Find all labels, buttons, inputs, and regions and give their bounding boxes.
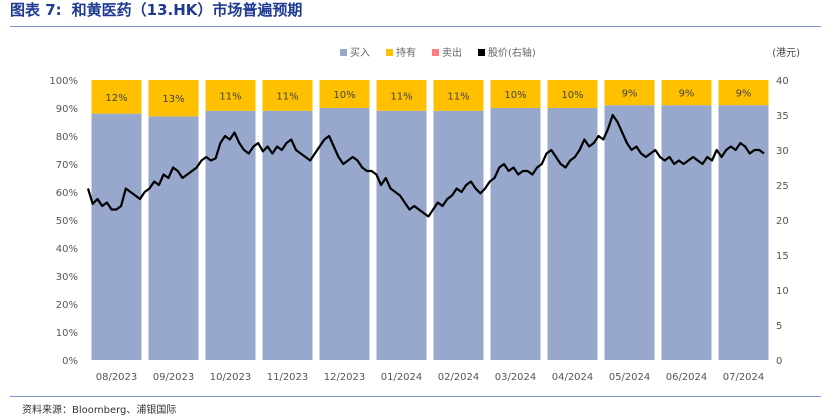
bar-0-7 bbox=[490, 108, 541, 360]
hold-label-5: 11% bbox=[390, 91, 412, 102]
figure-title-text: 和黄医药（13.HK）市场普遍预期 bbox=[71, 1, 303, 19]
bar-1-4 bbox=[319, 80, 370, 108]
hold-label-9: 9% bbox=[622, 89, 638, 100]
left-tick-9: 90% bbox=[56, 104, 78, 115]
hold-label-8: 10% bbox=[561, 90, 583, 101]
source-note: 资料来源：Bloomberg、浦银国际 bbox=[22, 405, 177, 416]
right-tick-8: 40 bbox=[776, 76, 789, 87]
bar-0-4 bbox=[319, 108, 370, 360]
x-tick-2: 10/2023 bbox=[210, 372, 252, 383]
bar-1-1 bbox=[148, 80, 199, 117]
bar-1-5 bbox=[376, 80, 427, 111]
x-tick-8: 04/2024 bbox=[552, 372, 594, 383]
hold-label-6: 11% bbox=[447, 91, 469, 102]
price-line bbox=[86, 113, 765, 218]
x-tick-1: 09/2023 bbox=[153, 372, 195, 383]
right-axis: 0 5 10 15 20 25 30 35 40 bbox=[776, 76, 789, 367]
legend-label-3: 股价(右轴) bbox=[488, 46, 536, 59]
bar-1-2 bbox=[205, 80, 256, 111]
bar-0-1 bbox=[148, 116, 199, 361]
right-tick-0: 0 bbox=[776, 356, 782, 367]
left-axis: 0% 10% 20% 30% 40% 50% 60% 70% 80% 90% 100% bbox=[49, 76, 78, 367]
legend-label-0: 买入 bbox=[350, 47, 370, 59]
hold-label-4: 10% bbox=[333, 90, 355, 101]
x-tick-6: 02/2024 bbox=[438, 372, 480, 383]
x-tick-9: 05/2024 bbox=[609, 372, 651, 383]
left-tick-3: 30% bbox=[56, 272, 78, 283]
x-tick-11: 07/2024 bbox=[723, 372, 765, 383]
x-tick-10: 06/2024 bbox=[666, 372, 708, 383]
right-tick-2: 10 bbox=[776, 286, 789, 297]
bar-0-11 bbox=[718, 105, 769, 360]
hold-label-7: 10% bbox=[504, 90, 526, 101]
left-tick-6: 60% bbox=[56, 188, 78, 199]
x-tick-5: 01/2024 bbox=[381, 372, 423, 383]
hold-label-1: 13% bbox=[162, 94, 184, 105]
left-tick-10: 100% bbox=[49, 76, 78, 87]
bar-1-9 bbox=[604, 80, 655, 106]
legend-label-1: 持有 bbox=[396, 46, 416, 59]
bar-1-10 bbox=[661, 80, 712, 106]
left-tick-4: 40% bbox=[56, 244, 78, 255]
bar-1-8 bbox=[547, 80, 598, 108]
hold-label-10: 9% bbox=[679, 89, 695, 100]
right-tick-1: 5 bbox=[776, 321, 782, 332]
left-tick-1: 10% bbox=[56, 328, 78, 339]
right-axis-unit-label: (港元) bbox=[772, 47, 800, 59]
figure-title: 图表 7: 和黄医药（13.HK）市场普遍预期 bbox=[10, 0, 302, 22]
bar-0-9 bbox=[604, 105, 655, 360]
x-tick-3: 11/2023 bbox=[267, 372, 309, 383]
x-tick-7: 03/2024 bbox=[495, 372, 537, 383]
legend-swatch-2 bbox=[432, 49, 439, 56]
hold-label-2: 11% bbox=[219, 91, 241, 102]
left-tick-2: 20% bbox=[56, 300, 78, 311]
bar-1-11 bbox=[718, 80, 769, 106]
hold-labels-group: 12% 13% 11% 11% 10% 11% 11% 10% 10% 9% 9% 9% bbox=[105, 89, 751, 106]
bar-0-2 bbox=[205, 110, 256, 360]
hold-label-3: 11% bbox=[276, 91, 298, 102]
x-axis: 08/2023 09/2023 10/2023 11/2023 12/2023 01/20… bbox=[96, 372, 765, 383]
right-tick-5: 25 bbox=[776, 181, 789, 192]
x-tick-4: 12/2023 bbox=[324, 372, 366, 383]
x-tick-0: 08/2023 bbox=[96, 372, 138, 383]
legend-swatch-3 bbox=[478, 49, 485, 56]
bar-0-5 bbox=[376, 110, 427, 360]
bottom-divider bbox=[10, 396, 821, 397]
bar-0-10 bbox=[661, 105, 712, 360]
chart-legend: 买入 持有 卖出 股价(右轴) bbox=[340, 46, 536, 59]
bars-group bbox=[91, 80, 769, 361]
bar-0-0 bbox=[91, 113, 142, 360]
legend-swatch-0 bbox=[340, 49, 347, 56]
legend-label-2: 卖出 bbox=[442, 46, 462, 59]
left-tick-5: 50% bbox=[56, 216, 78, 227]
left-tick-0: 0% bbox=[62, 356, 78, 367]
bar-1-0 bbox=[91, 80, 142, 114]
bar-1-6 bbox=[433, 80, 484, 111]
hold-label-11: 9% bbox=[736, 89, 752, 100]
figure-label: 图表 7: bbox=[10, 1, 62, 19]
bar-0-8 bbox=[547, 108, 598, 360]
top-divider bbox=[10, 26, 821, 27]
right-tick-7: 35 bbox=[776, 111, 789, 122]
bar-1-3 bbox=[262, 80, 313, 111]
bar-1-7 bbox=[490, 80, 541, 108]
left-tick-7: 70% bbox=[56, 160, 78, 171]
legend-swatch-1 bbox=[386, 49, 393, 56]
right-tick-4: 20 bbox=[776, 216, 789, 227]
left-tick-8: 80% bbox=[56, 132, 78, 143]
hold-label-0: 12% bbox=[105, 93, 127, 104]
right-tick-6: 30 bbox=[776, 146, 789, 157]
bar-0-6 bbox=[433, 110, 484, 360]
right-tick-3: 15 bbox=[776, 251, 789, 262]
